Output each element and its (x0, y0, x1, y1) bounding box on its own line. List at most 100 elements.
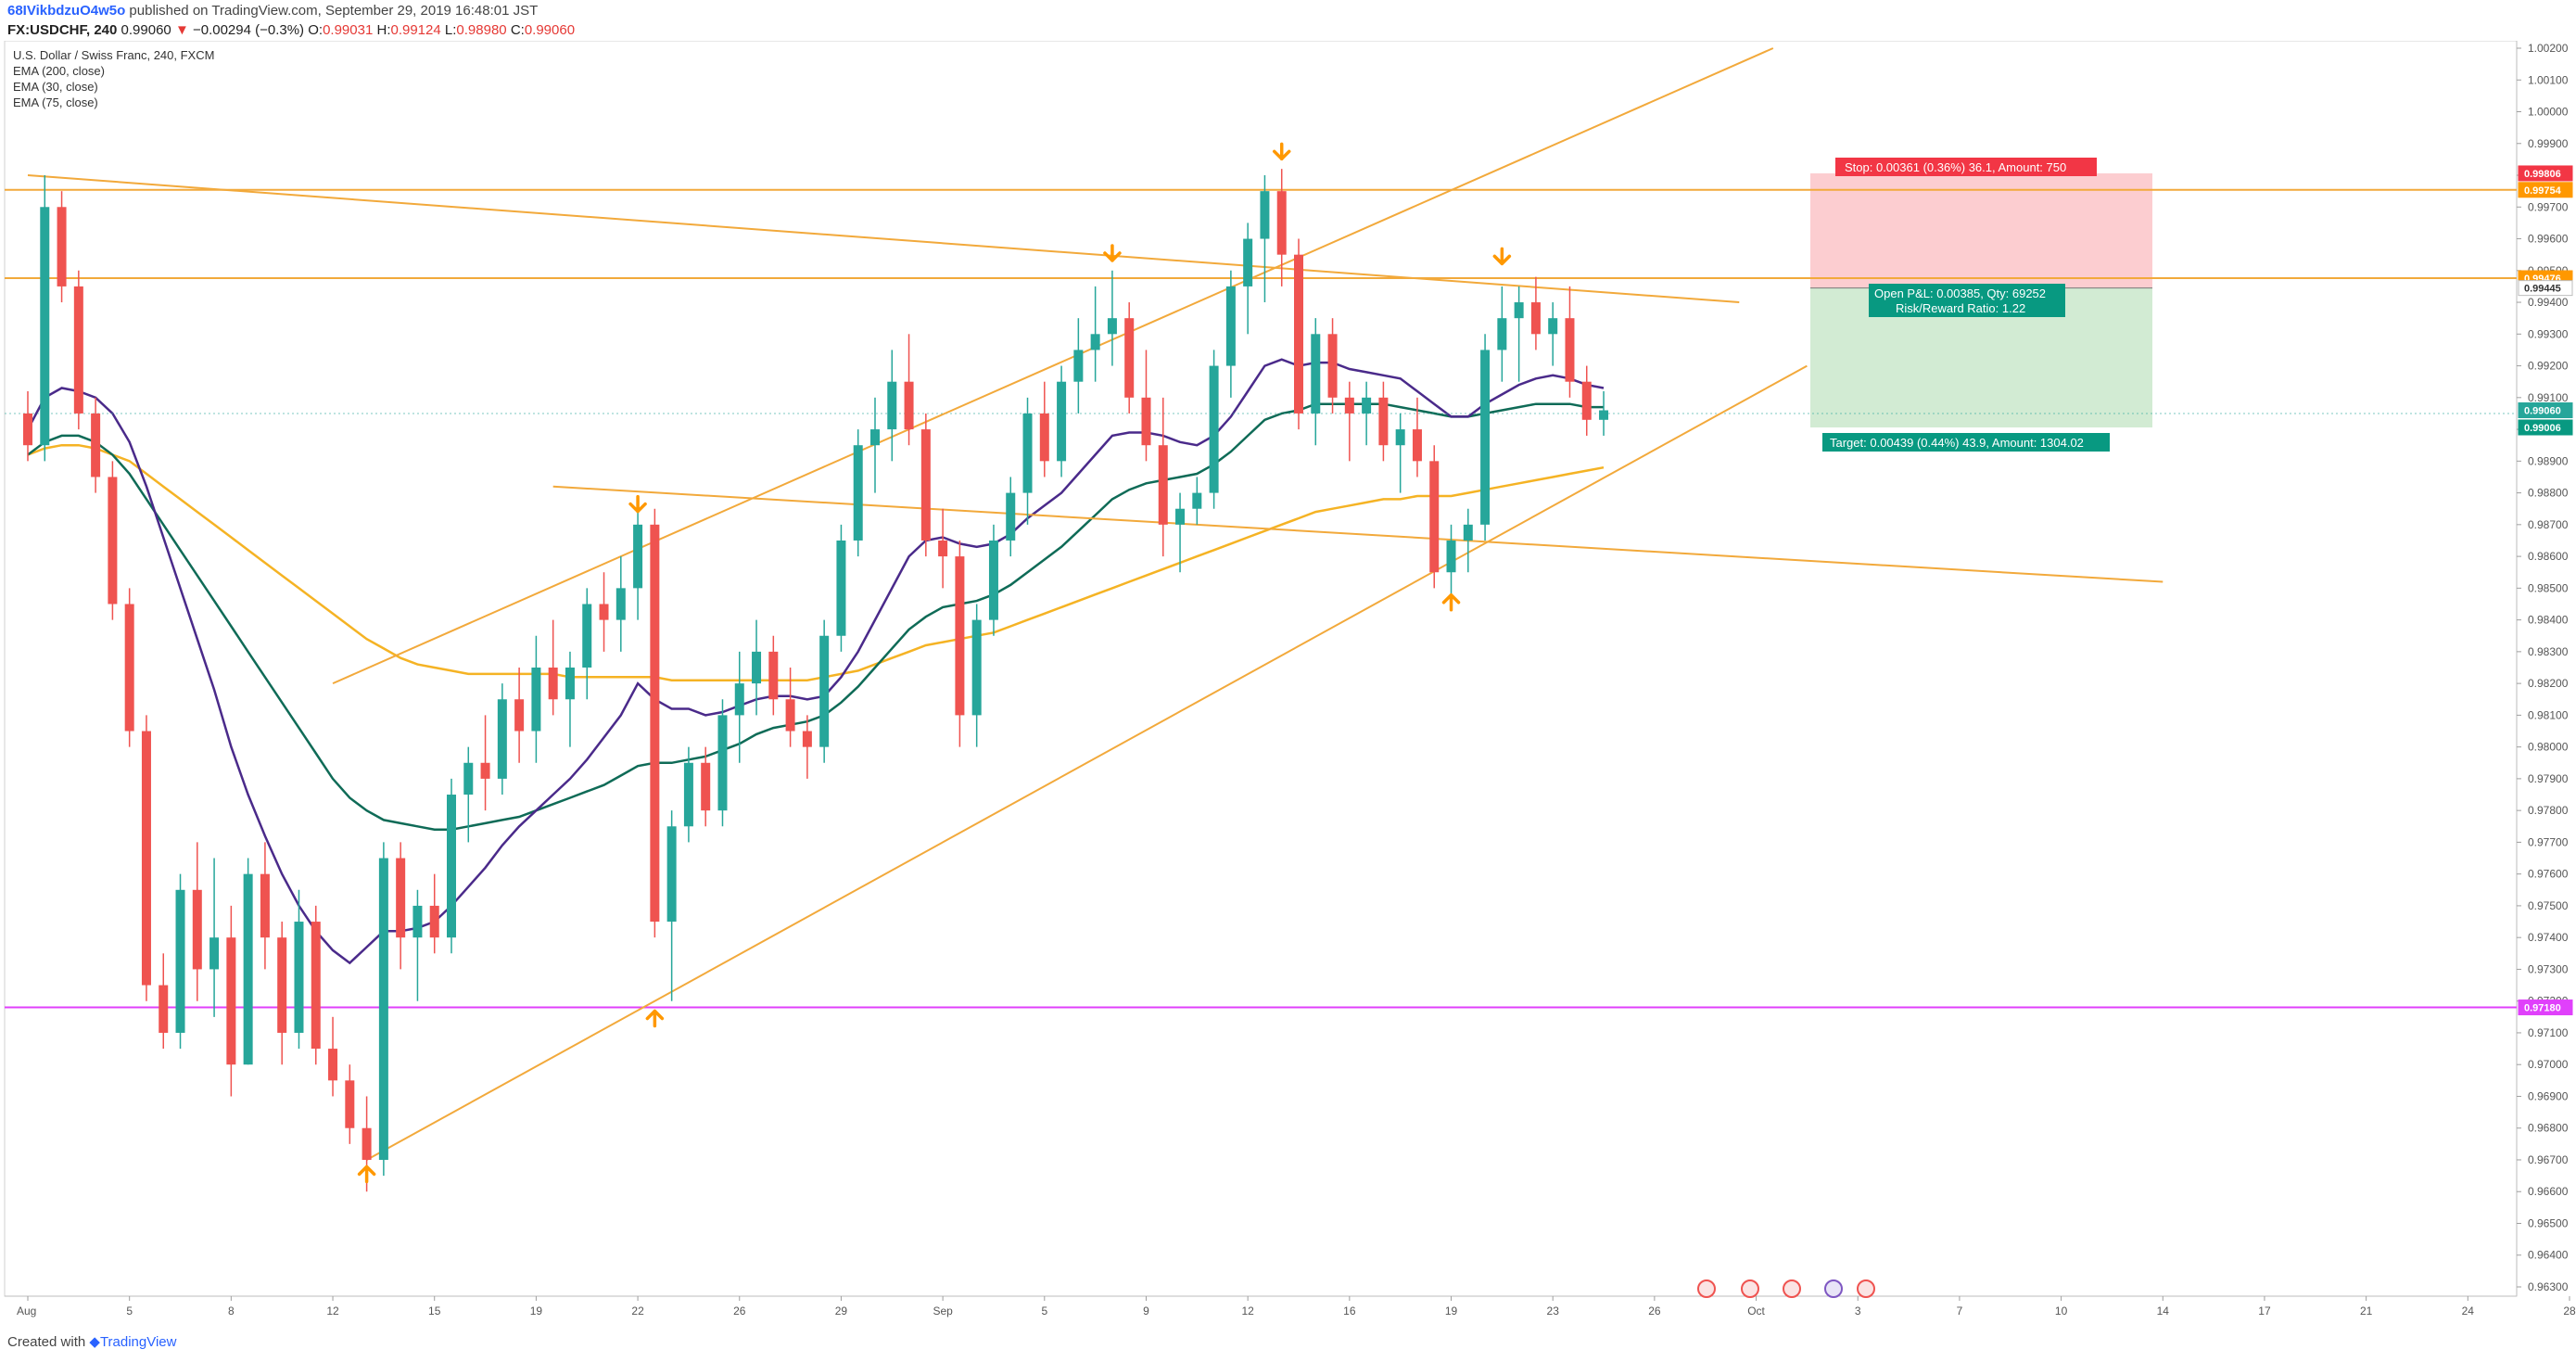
ema200-line[interactable] (27, 443, 1605, 681)
candle[interactable] (768, 635, 779, 716)
legend-ema75[interactable]: EMA (75, close) (13, 95, 98, 109)
candle[interactable] (294, 889, 304, 1050)
candle[interactable] (1006, 477, 1016, 557)
legend-ema30[interactable]: EMA (30, close) (13, 80, 98, 94)
candle[interactable] (1429, 445, 1440, 589)
candle[interactable] (159, 953, 169, 1050)
candle[interactable] (920, 413, 931, 557)
candle[interactable] (1294, 238, 1303, 430)
candle[interactable] (1175, 492, 1186, 573)
candle[interactable] (988, 524, 998, 636)
candle[interactable] (209, 858, 220, 1017)
candle[interactable] (1480, 334, 1491, 541)
candle[interactable] (378, 842, 388, 1177)
candle[interactable] (311, 905, 321, 1065)
candle[interactable] (1599, 390, 1609, 436)
candle[interactable] (514, 668, 525, 763)
candle[interactable] (1107, 270, 1117, 366)
trendline[interactable] (27, 174, 1740, 304)
candle[interactable] (1022, 397, 1033, 525)
event-flag-icon[interactable] (1697, 1279, 1716, 1298)
candle[interactable] (650, 508, 660, 938)
candle[interactable] (57, 191, 67, 303)
candle[interactable] (1192, 477, 1202, 525)
candle[interactable] (615, 556, 626, 652)
legend-ema200[interactable]: EMA (200, close) (13, 64, 105, 78)
time-axis[interactable]: Aug 5 8 12 15 19 22 26 29 Sep 5 9 12 16 19 23 26 Oct 3 7 10 1… (17, 1296, 2576, 1317)
candle[interactable] (345, 1064, 355, 1144)
event-flag-icon[interactable] (1783, 1279, 1801, 1298)
candle[interactable] (1378, 381, 1389, 462)
footer-brand[interactable]: TradingView (99, 1334, 177, 1350)
candle[interactable] (717, 699, 728, 827)
ema75-line[interactable] (27, 402, 1604, 831)
candle[interactable] (565, 651, 575, 747)
candle[interactable] (192, 842, 202, 1001)
symbol-label[interactable]: FX:USDCHF, 240 (7, 22, 118, 38)
candle[interactable] (1362, 381, 1372, 446)
event-flag-icon[interactable] (1824, 1279, 1843, 1298)
candle[interactable] (819, 619, 830, 763)
candle[interactable] (582, 588, 592, 700)
candle[interactable] (277, 922, 287, 1065)
candle[interactable] (1497, 286, 1507, 382)
candle[interactable] (497, 683, 507, 796)
candle[interactable] (260, 842, 270, 970)
candle[interactable] (1463, 508, 1473, 573)
candle[interactable] (226, 905, 236, 1097)
author-link[interactable]: 68IVikbdzuO4w5o (7, 3, 126, 19)
candle[interactable] (447, 778, 456, 954)
candle[interactable] (1124, 302, 1135, 414)
candle[interactable] (1395, 413, 1405, 493)
candle[interactable] (683, 746, 693, 843)
candle[interactable] (73, 270, 83, 430)
candle[interactable] (870, 397, 880, 493)
ema30-line[interactable] (26, 358, 1605, 965)
candle[interactable] (1090, 286, 1100, 382)
candle[interactable] (480, 715, 490, 811)
event-flag-icon[interactable] (1857, 1279, 1875, 1298)
candle[interactable] (243, 858, 253, 1065)
candle[interactable] (1158, 397, 1168, 557)
candle[interactable] (1243, 223, 1253, 335)
candle[interactable] (1073, 318, 1084, 414)
candle[interactable] (836, 524, 846, 652)
candle[interactable] (938, 508, 948, 589)
candle[interactable] (802, 715, 812, 779)
candle[interactable] (853, 429, 863, 557)
price-axis[interactable]: 1.002001.001001.000000.999000.998000.997… (2517, 42, 2569, 1293)
candle[interactable] (1141, 350, 1151, 462)
candle[interactable] (599, 572, 609, 652)
candle[interactable] (785, 668, 795, 747)
trendline[interactable] (332, 47, 1774, 685)
candle[interactable] (1327, 318, 1338, 414)
candle[interactable] (175, 873, 185, 1050)
candle[interactable] (1260, 175, 1270, 303)
candle[interactable] (1446, 524, 1456, 605)
candle[interactable] (328, 1016, 338, 1097)
event-flags[interactable] (1697, 1279, 1875, 1298)
candle[interactable] (412, 889, 423, 1001)
candle[interactable] (1344, 381, 1354, 462)
candle[interactable] (955, 540, 965, 747)
candle[interactable] (548, 619, 558, 716)
candle[interactable] (463, 746, 474, 843)
candle[interactable] (531, 635, 541, 763)
candle[interactable] (633, 508, 643, 620)
candle[interactable] (141, 715, 151, 1001)
trendline[interactable] (366, 364, 1808, 1161)
candle[interactable] (1412, 397, 1422, 477)
candle[interactable] (666, 810, 677, 1001)
candle[interactable] (1548, 302, 1558, 366)
candle[interactable] (1057, 365, 1067, 477)
candle[interactable] (23, 390, 32, 462)
candle[interactable] (1565, 286, 1575, 398)
candle[interactable] (734, 651, 744, 763)
candle[interactable] (429, 873, 439, 954)
candle[interactable] (1514, 286, 1524, 382)
candle[interactable] (1209, 350, 1219, 509)
candle[interactable] (971, 604, 982, 747)
candle[interactable] (396, 842, 406, 970)
candle[interactable] (904, 334, 914, 446)
candle[interactable] (1225, 270, 1236, 398)
